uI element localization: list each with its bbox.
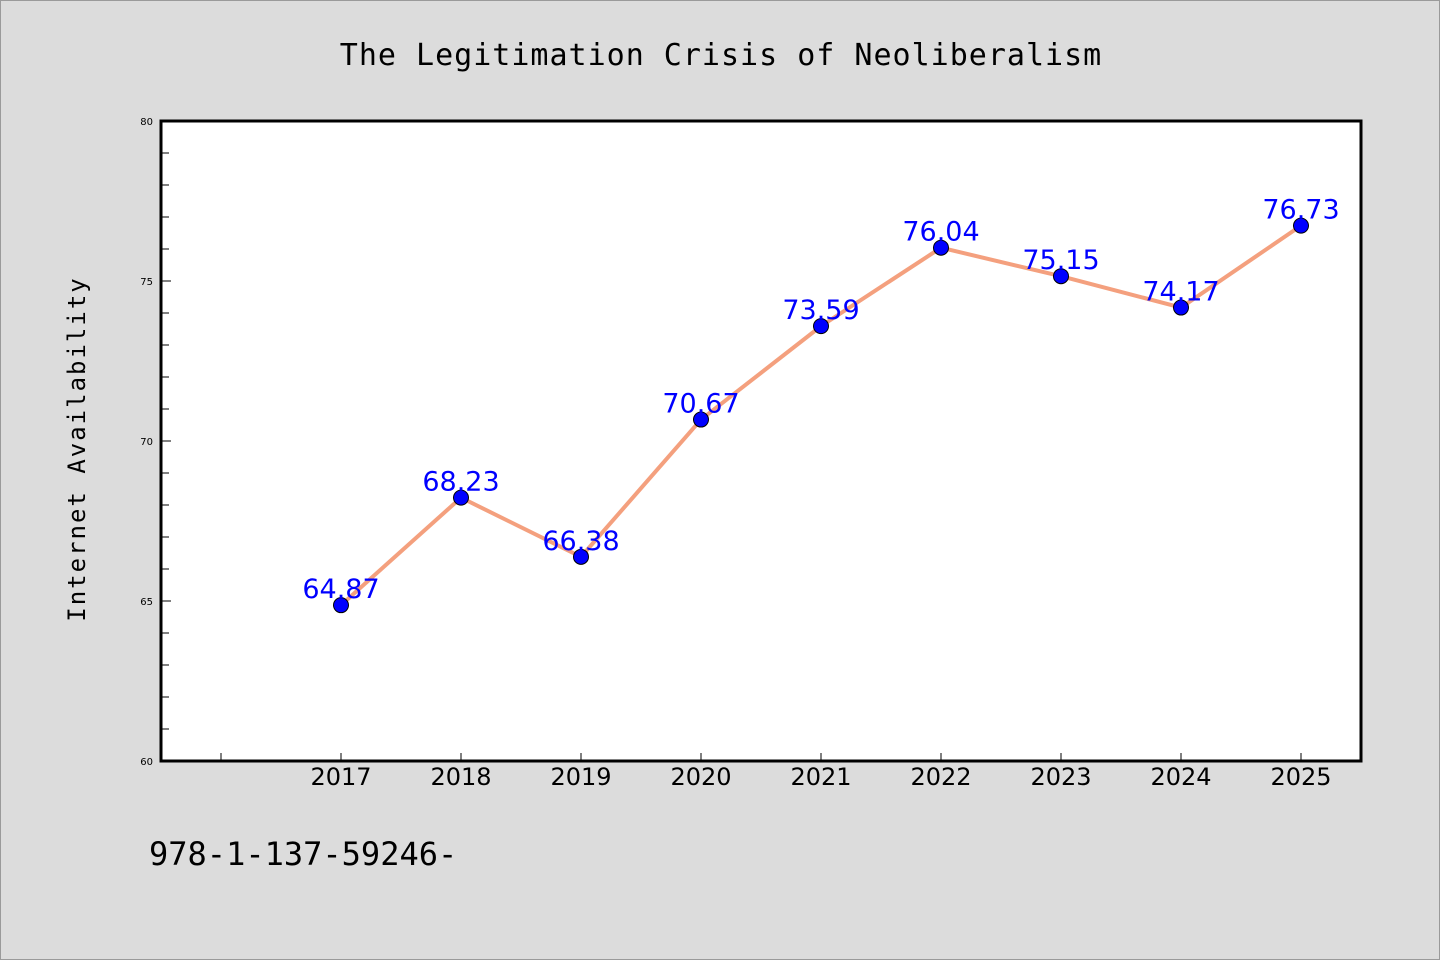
- data-point: [1053, 268, 1069, 285]
- y-tick-label: 70: [140, 437, 153, 448]
- data-label: 73.59: [782, 295, 859, 326]
- data-point: [1293, 217, 1309, 234]
- x-tick-label: 2018: [430, 763, 491, 791]
- data-label: 70.67: [662, 389, 739, 420]
- footer-text: 978-1-137-59246-: [149, 835, 457, 873]
- data-point: [573, 548, 589, 565]
- x-tick-label: 2017: [310, 763, 371, 791]
- x-tick-label: 2021: [790, 763, 851, 791]
- data-point: [333, 597, 349, 614]
- data-label: 64.87: [302, 574, 379, 605]
- y-tick-label: 75: [140, 277, 153, 288]
- plot-frame: [159, 119, 1363, 763]
- x-tick-label: 2022: [910, 763, 971, 791]
- y-tick-label: 60: [140, 757, 153, 768]
- y-axis-label: Internet Availability: [63, 276, 91, 621]
- data-label: 76.04: [902, 217, 979, 248]
- data-label: 74.17: [1142, 277, 1219, 308]
- data-labels: 64.87 68.23 66.38 70.67 73.59 76.04 75.15 74.17…: [302, 195, 1339, 606]
- data-point: [813, 318, 829, 335]
- x-tick-label: 2024: [1150, 763, 1211, 791]
- data-label: 66.38: [542, 526, 619, 557]
- data-point: [933, 239, 949, 256]
- data-point: [453, 489, 469, 506]
- data-label: 76.73: [1262, 195, 1339, 226]
- x-tick-label: 2023: [1030, 763, 1091, 791]
- x-axis: 2017 2018 2019 2020 2021 2022 2023 2024 2025: [220, 753, 1332, 791]
- plot-area: [161, 121, 1361, 761]
- y-tick-label: 80: [140, 117, 153, 128]
- data-label: 68.23: [422, 467, 499, 498]
- data-point: [693, 411, 709, 428]
- x-tick-label: 2025: [1270, 763, 1331, 791]
- x-tick-label: 2020: [670, 763, 731, 791]
- series-layer: [333, 217, 1309, 614]
- chart-title: The Legitimation Crisis of Neoliberalism: [340, 38, 1102, 73]
- x-tick-label: 2019: [550, 763, 611, 791]
- data-point: [1173, 299, 1189, 316]
- y-tick-label: 65: [140, 597, 153, 608]
- data-label: 75.15: [1022, 245, 1099, 276]
